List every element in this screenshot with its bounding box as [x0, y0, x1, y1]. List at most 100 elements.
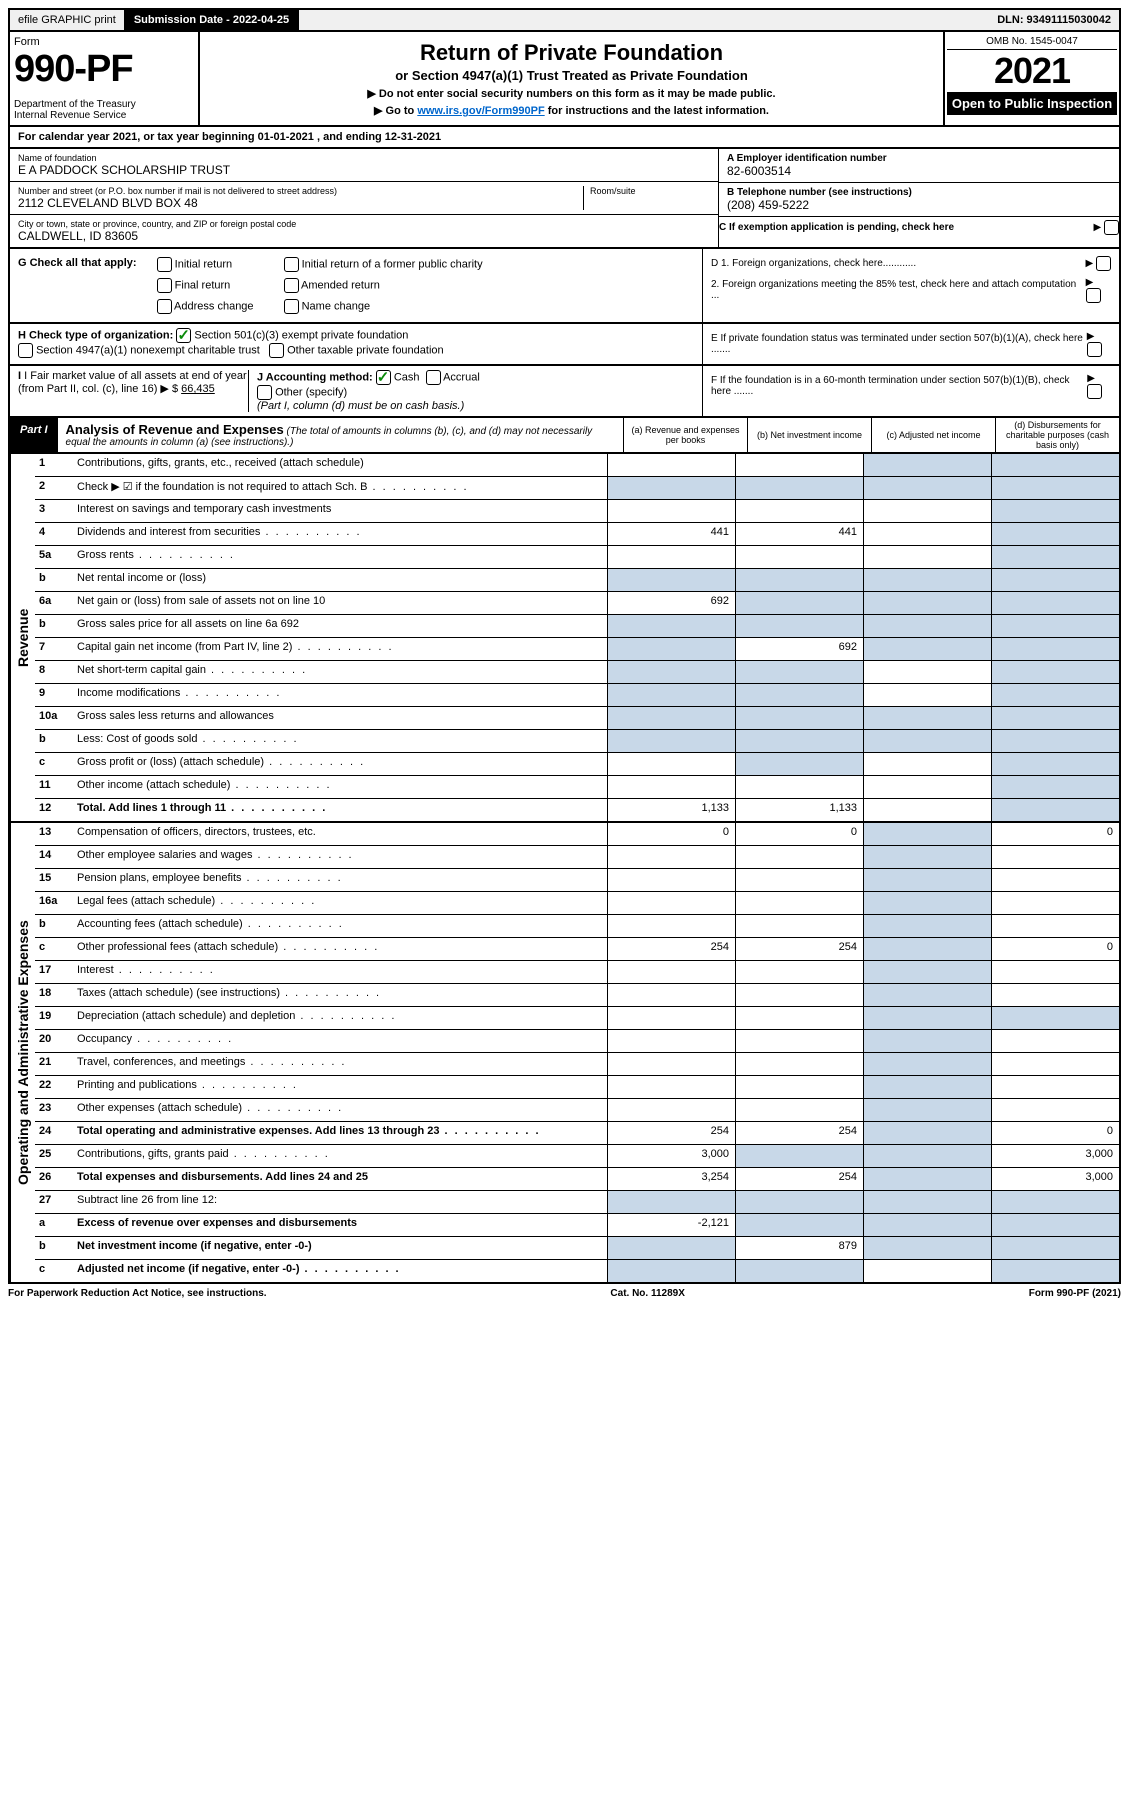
line-number: 16a: [35, 892, 73, 914]
amount-cell: [735, 753, 863, 775]
line-number: 8: [35, 661, 73, 683]
name-label: Name of foundation: [18, 153, 710, 163]
line-desc: Contributions, gifts, grants paid: [73, 1145, 607, 1167]
amount-cell: [863, 846, 991, 868]
amount-cell: [607, 1030, 735, 1052]
amount-cell: [991, 915, 1119, 937]
amount-cell: [863, 1076, 991, 1098]
part1-header: Part I Analysis of Revenue and Expenses …: [8, 418, 1121, 454]
amount-cell: [735, 684, 863, 706]
line-desc: Adjusted net income (if negative, enter …: [73, 1260, 607, 1282]
line-number: 21: [35, 1053, 73, 1075]
amount-cell: [735, 1076, 863, 1098]
table-row: bGross sales price for all assets on lin…: [35, 614, 1119, 637]
d1-check[interactable]: [1096, 256, 1111, 271]
line-number: 12: [35, 799, 73, 821]
table-row: 2Check ▶ ☑ if the foundation is not requ…: [35, 476, 1119, 499]
form-number: 990-PF: [14, 48, 194, 91]
line-number: b: [35, 730, 73, 752]
f-check[interactable]: [1087, 384, 1102, 399]
page-footer: For Paperwork Reduction Act Notice, see …: [8, 1284, 1121, 1303]
amount-cell: [863, 730, 991, 752]
table-row: cGross profit or (loss) (attach schedule…: [35, 752, 1119, 775]
501c3-check[interactable]: [176, 328, 191, 343]
amount-cell: [863, 1237, 991, 1259]
j-label: J Accounting method:: [257, 371, 373, 383]
amount-cell: [863, 638, 991, 660]
addr-label: Number and street (or P.O. box number if…: [18, 186, 583, 196]
address-change-check[interactable]: [157, 299, 172, 314]
other-method-check[interactable]: [257, 385, 272, 400]
final-return-check[interactable]: [157, 278, 172, 293]
amount-cell: [735, 592, 863, 614]
irs-link[interactable]: www.irs.gov/Form990PF: [417, 105, 544, 117]
cash-check[interactable]: [376, 370, 391, 385]
amount-cell: [991, 961, 1119, 983]
table-row: 9Income modifications: [35, 683, 1119, 706]
amount-cell: [863, 869, 991, 891]
amount-cell: [607, 546, 735, 568]
line-number: 7: [35, 638, 73, 660]
amount-cell: -2,121: [607, 1214, 735, 1236]
line-number: c: [35, 938, 73, 960]
line-desc: Check ▶ ☑ if the foundation is not requi…: [73, 477, 607, 499]
line-desc: Net investment income (if negative, ente…: [73, 1237, 607, 1259]
amount-cell: 254: [735, 1122, 863, 1144]
line-desc: Interest on savings and temporary cash i…: [73, 500, 607, 522]
amount-cell: [607, 1237, 735, 1259]
amount-cell: [735, 869, 863, 891]
amount-cell: [863, 892, 991, 914]
name-change-check[interactable]: [284, 299, 299, 314]
d1-label: D 1. Foreign organizations, check here..…: [711, 258, 916, 269]
table-row: 26Total expenses and disbursements. Add …: [35, 1167, 1119, 1190]
initial-public-check[interactable]: [284, 257, 299, 272]
city-label: City or town, state or province, country…: [18, 219, 710, 229]
amount-cell: [735, 730, 863, 752]
c-label: C If exemption application is pending, c…: [719, 222, 954, 233]
amount-cell: 254: [607, 1122, 735, 1144]
amount-cell: [991, 1030, 1119, 1052]
table-row: 1Contributions, gifts, grants, etc., rec…: [35, 454, 1119, 476]
form-word: Form: [14, 36, 194, 48]
amount-cell: [991, 730, 1119, 752]
open-public: Open to Public Inspection: [947, 92, 1117, 115]
amount-cell: [991, 1214, 1119, 1236]
amount-cell: [607, 730, 735, 752]
amount-cell: [991, 500, 1119, 522]
amount-cell: [735, 776, 863, 798]
amount-cell: [607, 500, 735, 522]
e-label: E If private foundation status was termi…: [711, 333, 1087, 355]
line-number: b: [35, 915, 73, 937]
c-checkbox[interactable]: [1104, 220, 1119, 235]
table-row: bNet investment income (if negative, ent…: [35, 1236, 1119, 1259]
amount-cell: [991, 799, 1119, 821]
f-label: F If the foundation is in a 60-month ter…: [711, 375, 1087, 397]
4947-check[interactable]: [18, 343, 33, 358]
revenue-side-label: Revenue: [10, 454, 35, 821]
amount-cell: [607, 753, 735, 775]
line-number: 2: [35, 477, 73, 499]
line-desc: Total operating and administrative expen…: [73, 1122, 607, 1144]
line-desc: Net short-term capital gain: [73, 661, 607, 683]
city-state-zip: CALDWELL, ID 83605: [18, 229, 710, 243]
amount-cell: [863, 523, 991, 545]
amount-cell: 879: [735, 1237, 863, 1259]
amended-return-check[interactable]: [284, 278, 299, 293]
e-check[interactable]: [1087, 342, 1102, 357]
initial-return-check[interactable]: [157, 257, 172, 272]
accrual-check[interactable]: [426, 370, 441, 385]
amount-cell: [863, 546, 991, 568]
line-number: 17: [35, 961, 73, 983]
line-desc: Excess of revenue over expenses and disb…: [73, 1214, 607, 1236]
d2-check[interactable]: [1086, 288, 1101, 303]
table-row: 14Other employee salaries and wages: [35, 845, 1119, 868]
amount-cell: [607, 915, 735, 937]
line-number: 22: [35, 1076, 73, 1098]
line-number: 9: [35, 684, 73, 706]
table-row: 18Taxes (attach schedule) (see instructi…: [35, 983, 1119, 1006]
amount-cell: [735, 615, 863, 637]
other-taxable-check[interactable]: [269, 343, 284, 358]
amount-cell: [863, 961, 991, 983]
amount-cell: [863, 1030, 991, 1052]
line-desc: Total. Add lines 1 through 11: [73, 799, 607, 821]
